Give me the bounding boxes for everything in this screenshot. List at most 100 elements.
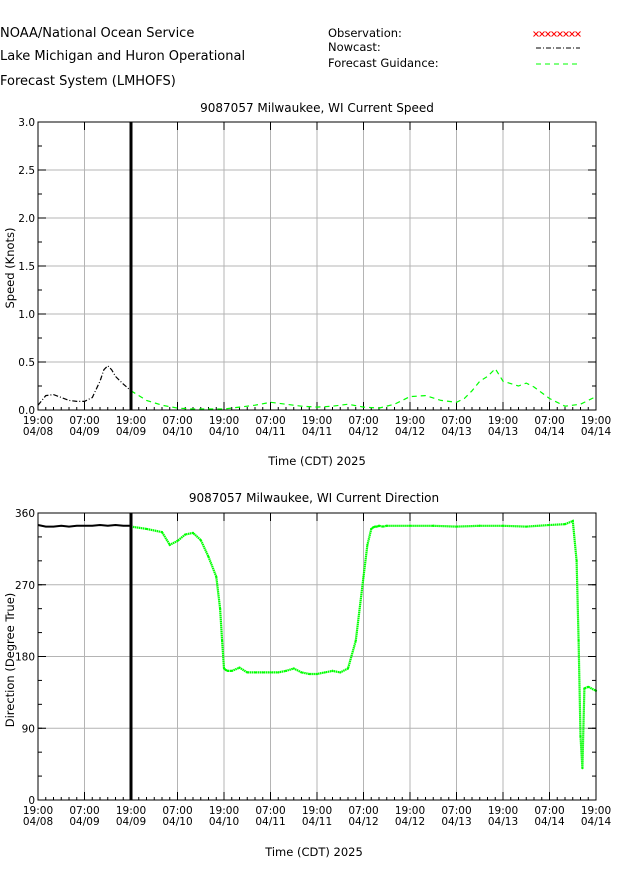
x-tick-label-date: 04/11: [255, 816, 285, 828]
series-point-forecast: [583, 687, 586, 690]
legend: Observation: Nowcast: Forecast Guidance:: [328, 26, 581, 70]
header-system-line1: Lake Michigan and Huron Operational: [0, 49, 245, 64]
direction-y-axis-label: Direction (Degree True): [3, 593, 17, 728]
y-tick-label: 0.0: [18, 405, 35, 417]
series-point-forecast: [354, 639, 357, 642]
plot-frame: [37, 121, 597, 411]
x-tick-label-time: 07:00: [534, 805, 564, 817]
y-tick-label: 360: [15, 508, 35, 520]
series-point-forecast: [377, 524, 381, 527]
x-tick-label-time: 19:00: [116, 805, 146, 817]
x-tick-label-time: 19:00: [395, 415, 425, 427]
legend-observation-marker: [539, 31, 545, 37]
x-tick-label-date: 04/12: [395, 426, 425, 438]
series-point-forecast: [168, 543, 171, 546]
series-point-forecast: [501, 524, 505, 527]
series-point-forecast: [577, 639, 580, 642]
x-tick-label-time: 19:00: [395, 805, 425, 817]
series-point-forecast: [339, 671, 342, 674]
x-tick-label-date: 04/10: [162, 816, 192, 828]
x-tick-label-date: 04/13: [441, 426, 471, 438]
header-agency: NOAA/National Ocean Service: [0, 26, 194, 41]
x-tick-label-time: 07:00: [441, 805, 471, 817]
x-tick-label-date: 04/09: [69, 816, 99, 828]
series-point-forecast: [432, 524, 435, 527]
legend-nowcast-label: Nowcast:: [328, 40, 381, 54]
series-point-forecast: [587, 685, 590, 688]
x-tick-label-date: 04/11: [255, 426, 285, 438]
x-tick-label-time: 19:00: [488, 805, 518, 817]
series-point-forecast: [366, 543, 369, 546]
series-point-forecast: [246, 671, 249, 674]
legend-observation-marker: [545, 31, 551, 37]
x-tick-label-time: 19:00: [209, 805, 239, 817]
series-point-forecast: [277, 671, 280, 674]
series-point-forecast: [145, 527, 148, 531]
series-point-forecast: [269, 671, 272, 674]
series-point-forecast: [207, 555, 210, 558]
y-tick-label: 0.5: [18, 357, 35, 369]
x-tick-label-date: 04/12: [395, 816, 425, 828]
x-tick-label-date: 04/09: [116, 816, 146, 828]
y-tick-label: 2.0: [18, 213, 35, 225]
series-point-forecast: [253, 671, 257, 674]
x-tick-label-date: 04/10: [209, 816, 239, 828]
series-point-forecast: [478, 524, 481, 527]
x-tick-label-time: 19:00: [488, 415, 518, 427]
series-point-forecast: [222, 667, 226, 670]
series-point-forecast: [315, 672, 319, 676]
x-tick-label-date: 04/12: [348, 816, 378, 828]
x-tick-label-date: 04/10: [162, 426, 192, 438]
x-tick-label-time: 07:00: [69, 415, 99, 427]
legend-observation-marker: [569, 31, 575, 37]
x-tick-label-time: 07:00: [162, 415, 192, 427]
series-line-nowcast: [37, 523, 131, 528]
speed-chart-title: 9087057 Milwaukee, WI Current Speed: [200, 101, 434, 115]
x-tick-label-time: 19:00: [302, 415, 332, 427]
speed-y-axis-label: Speed (Knots): [3, 227, 17, 308]
x-tick-label-date: 04/11: [302, 816, 332, 828]
x-tick-label-time: 19:00: [302, 805, 332, 817]
legend-observation-label: Observation:: [328, 26, 402, 40]
series-point-forecast: [374, 525, 377, 528]
x-tick-label-time: 07:00: [162, 805, 192, 817]
series-point-forecast: [579, 735, 582, 738]
speed-x-axis-label: Time (CDT) 2025: [267, 454, 366, 468]
y-tick-label: 180: [15, 652, 35, 664]
x-tick-label-time: 07:00: [441, 415, 471, 427]
direction-x-ticks: 19:0004/0807:0004/0919:0004/0907:0004/10…: [23, 513, 612, 828]
legend-observation-marker: [551, 31, 557, 37]
x-tick-label-time: 07:00: [255, 415, 285, 427]
series-point-forecast: [226, 669, 229, 672]
speed-x-ticks: 19:0004/0807:0004/0919:0004/0907:0004/10…: [23, 122, 612, 438]
x-tick-label-time: 19:00: [209, 415, 239, 427]
x-tick-label-date: 04/13: [441, 816, 471, 828]
speed-grid: [37, 121, 597, 411]
series-line-nowcast: [37, 364, 132, 406]
x-tick-label-time: 07:00: [348, 805, 378, 817]
x-tick-label-time: 07:00: [348, 415, 378, 427]
x-tick-label-date: 04/09: [116, 426, 146, 438]
speed-frame: [37, 121, 597, 411]
x-tick-label-time: 07:00: [255, 805, 285, 817]
x-tick-label-date: 04/14: [534, 426, 565, 438]
speed-y-ticks: 0.0 0.5 1.0 1.5 2.0 2.5 3.0: [18, 117, 596, 417]
x-tick-label-date: 04/13: [488, 816, 518, 828]
series-point-forecast: [370, 527, 373, 531]
x-tick-label-date: 04/14: [534, 816, 565, 828]
x-tick-label-date: 04/14: [581, 426, 612, 438]
x-tick-label-time: 19:00: [23, 415, 53, 427]
x-tick-label-date: 04/14: [581, 816, 612, 828]
series-point-forecast: [548, 523, 551, 527]
x-tick-label-date: 04/13: [488, 426, 518, 438]
x-tick-label-time: 19:00: [581, 805, 611, 817]
x-tick-label-time: 07:00: [69, 805, 99, 817]
legend-observation-marker: [533, 31, 539, 37]
series-point-forecast: [224, 668, 228, 672]
series-point-forecast: [362, 575, 365, 578]
x-tick-label-date: 04/09: [69, 426, 99, 438]
y-tick-label: 3.0: [18, 117, 35, 129]
series-point-forecast: [375, 525, 379, 528]
